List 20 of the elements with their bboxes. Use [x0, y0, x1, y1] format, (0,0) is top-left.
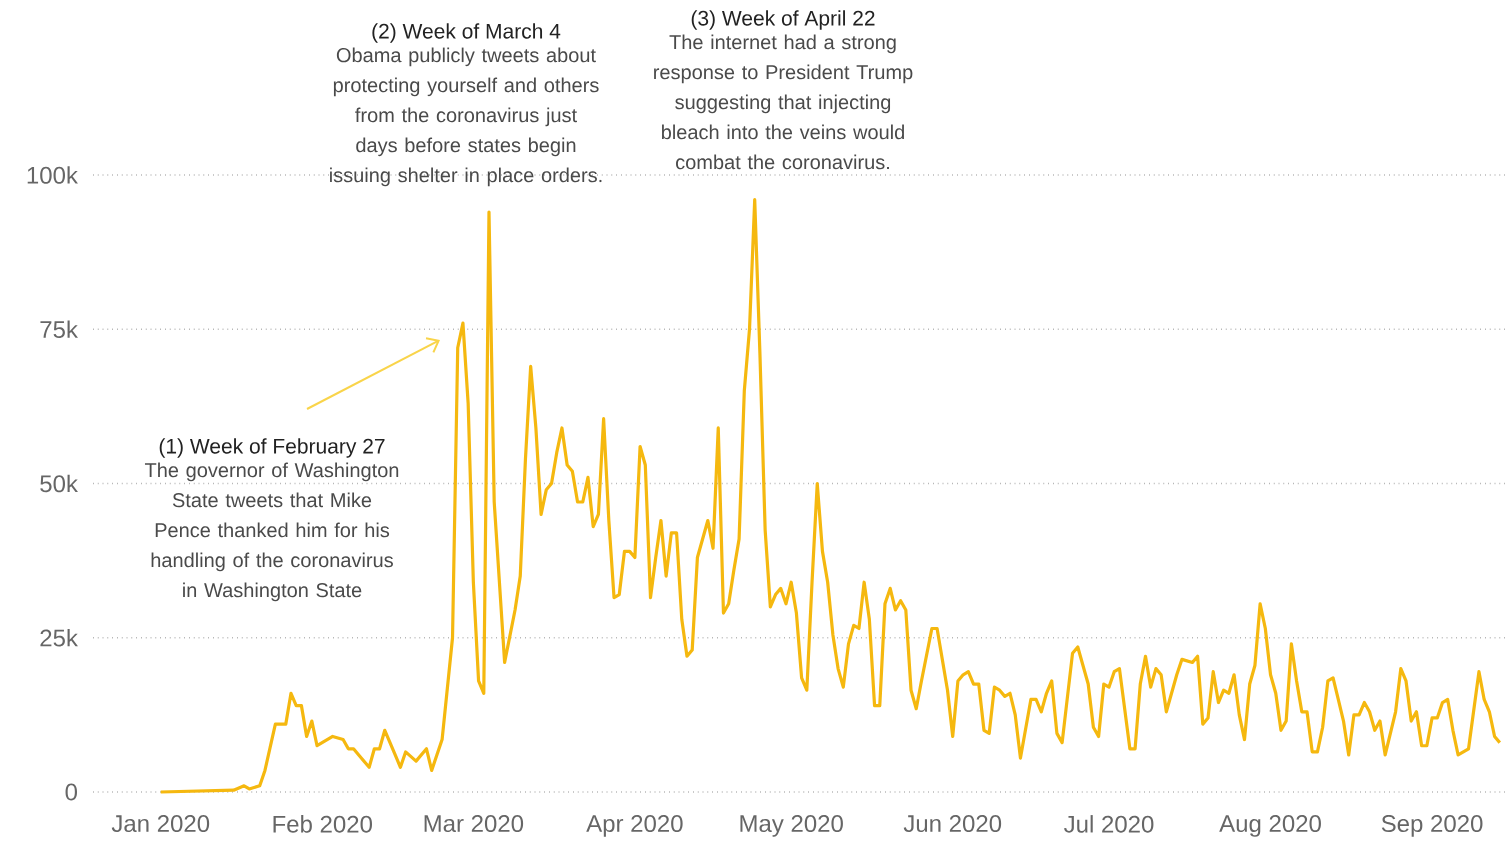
annotation: The governor of Washington State tweets that Mike Pence thanked him for his handling of the coronavirus in Washington State	[144, 462, 399, 602]
y-tick-label: 0	[65, 783, 78, 801]
x-tick-label: Sep 2020	[1381, 815, 1483, 837]
x-tick-label: Jun 2020	[903, 815, 1002, 833]
x-tick-label: May 2020	[740, 815, 843, 837]
y-tick-label: 50k	[40, 474, 78, 493]
y-tick-label: 25k	[40, 628, 78, 647]
y-tick-label: 100k	[27, 166, 78, 184]
text: The internet had a strong response to President Trump suggesting that injecting bleach into the veins would combat the coronavirus.	[654, 34, 913, 170]
x-tick-label: Jul 2020	[1064, 815, 1154, 833]
annotation: (1) Week of February 27	[159, 438, 385, 458]
x-tick-label: Apr 2020	[586, 815, 683, 837]
x-tick-label: Jan 2020	[111, 815, 210, 833]
annotation: Obama publicly tweets about protecting yourself and others from the coronavirus just days before states begin issuing shelter in place orders.	[330, 47, 602, 187]
x-tick-label: Mar 2020	[424, 815, 524, 833]
x-tick-label: Aug 2020	[1219, 815, 1321, 837]
x-tick-label: Feb 2020	[273, 815, 373, 833]
text: (3) Week of April 22	[691, 10, 875, 30]
y-tick-label: 75k	[40, 320, 78, 339]
text: (2) Week of March 4	[372, 23, 561, 43]
